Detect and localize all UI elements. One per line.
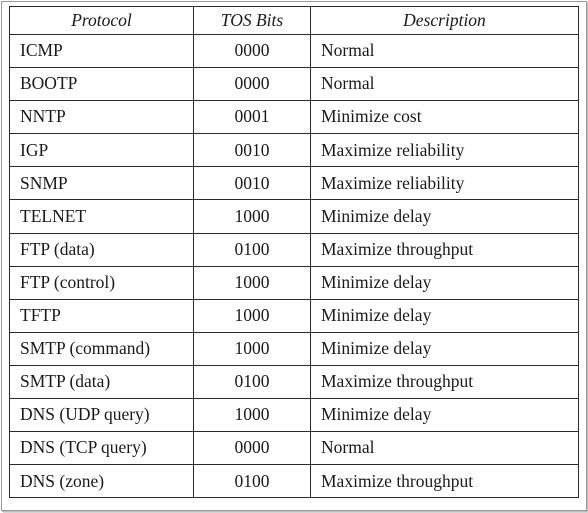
cell-protocol: BOOTP bbox=[9, 67, 194, 102]
cell-protocol: DNS (zone) bbox=[9, 464, 194, 499]
cell-protocol: TFTP bbox=[9, 298, 194, 333]
cell-tos-bits: 0000 bbox=[193, 431, 311, 466]
cell-tos-bits: 0000 bbox=[193, 67, 311, 102]
table-body: ICMP 0000 Normal BOOTP 0000 Normal NNTP 0001 Min… bbox=[9, 33, 579, 499]
table-row: IGP 0010 Maximize reliability bbox=[9, 133, 579, 168]
table-row: NNTP 0001 Minimize cost bbox=[9, 100, 579, 135]
cell-tos-bits: 1000 bbox=[193, 398, 311, 433]
table-row: DNS (UDP query) 1000 Minimize delay bbox=[9, 398, 579, 433]
cell-description: Normal bbox=[310, 33, 579, 69]
cell-description: Maximize throughput bbox=[310, 232, 579, 267]
table-row: TELNET 1000 Minimize delay bbox=[9, 199, 579, 234]
cell-protocol: DNS (UDP query) bbox=[9, 398, 194, 433]
cell-description: Minimize delay bbox=[310, 199, 579, 234]
cell-tos-bits: 0000 bbox=[193, 33, 311, 69]
cell-protocol: SNMP bbox=[9, 166, 194, 201]
table-row: FTP (control) 1000 Minimize delay bbox=[9, 265, 579, 300]
cell-protocol: SMTP (data) bbox=[9, 364, 194, 400]
cell-tos-bits: 0100 bbox=[193, 464, 311, 499]
column-header-description: Description bbox=[310, 6, 579, 35]
cell-description: Normal bbox=[310, 431, 579, 466]
cell-description: Minimize cost bbox=[310, 100, 579, 135]
cell-protocol: NNTP bbox=[9, 100, 194, 135]
column-header-protocol: Protocol bbox=[9, 6, 194, 35]
cell-tos-bits: 1000 bbox=[193, 265, 311, 300]
cell-protocol: FTP (control) bbox=[9, 265, 194, 300]
cell-tos-bits: 0100 bbox=[193, 364, 311, 400]
cell-protocol: IGP bbox=[9, 133, 194, 168]
cell-description: Maximize reliability bbox=[310, 133, 579, 168]
tos-table: Protocol TOS Bits Description ICMP 0000 No… bbox=[9, 6, 579, 499]
cell-tos-bits: 0010 bbox=[193, 133, 311, 168]
cell-tos-bits: 1000 bbox=[193, 331, 311, 366]
cell-protocol: FTP (data) bbox=[9, 232, 194, 267]
cell-description: Minimize delay bbox=[310, 398, 579, 433]
cell-protocol: DNS (TCP query) bbox=[9, 431, 194, 466]
table-header-row: Protocol TOS Bits Description bbox=[9, 6, 579, 35]
cell-description: Normal bbox=[310, 67, 579, 102]
table-row: SMTP (command) 1000 Minimize delay bbox=[9, 331, 579, 366]
table-row: ICMP 0000 Normal bbox=[9, 33, 579, 69]
column-header-tos-bits: TOS Bits bbox=[193, 6, 311, 35]
table-row: TFTP 1000 Minimize delay bbox=[9, 298, 579, 333]
cell-description: Minimize delay bbox=[310, 331, 579, 366]
table-row: SNMP 0010 Maximize reliability bbox=[9, 166, 579, 201]
cell-tos-bits: 0010 bbox=[193, 166, 311, 201]
cell-tos-bits: 1000 bbox=[193, 199, 311, 234]
table-row: SMTP (data) 0100 Maximize throughput bbox=[9, 364, 579, 400]
cell-protocol: TELNET bbox=[9, 199, 194, 234]
table-row: DNS (zone) 0100 Maximize throughput bbox=[9, 464, 579, 499]
cell-tos-bits: 0001 bbox=[193, 100, 311, 135]
cell-description: Maximize reliability bbox=[310, 166, 579, 201]
cell-protocol: ICMP bbox=[9, 33, 194, 69]
cell-description: Minimize delay bbox=[310, 265, 579, 300]
cell-tos-bits: 0100 bbox=[193, 232, 311, 267]
cell-description: Maximize throughput bbox=[310, 364, 579, 400]
cell-tos-bits: 1000 bbox=[193, 298, 311, 333]
table-row: BOOTP 0000 Normal bbox=[9, 67, 579, 102]
cell-description: Maximize throughput bbox=[310, 464, 579, 499]
cell-description: Minimize delay bbox=[310, 298, 579, 333]
cell-protocol: SMTP (command) bbox=[9, 331, 194, 366]
table-row: FTP (data) 0100 Maximize throughput bbox=[9, 232, 579, 267]
table-row: DNS (TCP query) 0000 Normal bbox=[9, 431, 579, 466]
